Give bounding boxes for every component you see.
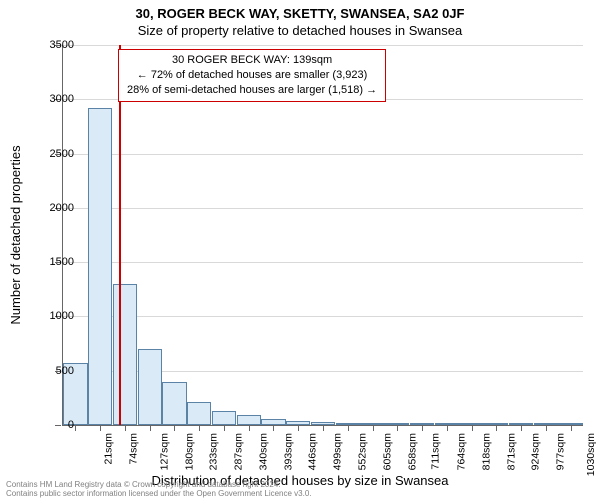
x-tick-label: 21sqm: [103, 433, 115, 465]
x-tick: [150, 425, 151, 431]
x-tick: [422, 425, 423, 431]
property-marker-line: [119, 45, 121, 425]
x-tick: [100, 425, 101, 431]
x-tick: [273, 425, 274, 431]
gridline: [63, 45, 583, 46]
attribution: Contains HM Land Registry data © Crown c…: [6, 480, 312, 498]
plot-inner: [63, 45, 583, 425]
y-tick-label: 3500: [34, 39, 74, 51]
x-tick-label: 74sqm: [128, 433, 140, 465]
x-tick-label: 818sqm: [480, 433, 492, 470]
x-tick-label: 446sqm: [307, 433, 319, 470]
x-tick: [397, 425, 398, 431]
histogram-bar: [88, 108, 112, 425]
annotation-line-1: 30 ROGER BECK WAY: 139sqm: [127, 53, 377, 68]
x-tick: [546, 425, 547, 431]
y-tick-label: 2500: [34, 148, 74, 160]
x-tick: [298, 425, 299, 431]
x-tick-label: 764sqm: [455, 433, 467, 470]
annotation-box: 30 ROGER BECK WAY: 139sqm ← 72% of detac…: [118, 49, 386, 102]
x-tick: [472, 425, 473, 431]
x-tick-label: 552sqm: [356, 433, 368, 470]
x-tick-label: 393sqm: [282, 433, 294, 470]
x-tick-label: 499sqm: [332, 433, 344, 470]
x-tick: [323, 425, 324, 431]
histogram-bar: [138, 349, 162, 425]
x-tick: [496, 425, 497, 431]
histogram-bar: [162, 382, 186, 425]
histogram-bar: [212, 411, 236, 425]
x-tick: [224, 425, 225, 431]
x-tick-label: 605sqm: [381, 433, 393, 470]
gridline: [63, 316, 583, 317]
x-tick: [125, 425, 126, 431]
x-tick-label: 233sqm: [208, 433, 220, 470]
chart-subtitle: Size of property relative to detached ho…: [0, 23, 600, 42]
x-tick: [447, 425, 448, 431]
x-tick-label: 924sqm: [530, 433, 542, 470]
x-tick-label: 1030sqm: [585, 433, 597, 476]
x-tick-label: 127sqm: [158, 433, 170, 470]
x-tick-label: 977sqm: [554, 433, 566, 470]
histogram-bar: [113, 284, 137, 425]
y-tick-label: 3000: [34, 93, 74, 105]
gridline: [63, 154, 583, 155]
x-tick: [571, 425, 572, 431]
x-tick-label: 340sqm: [257, 433, 269, 470]
plot-area: [62, 45, 583, 426]
x-tick: [174, 425, 175, 431]
attribution-line-2: Contains public sector information licen…: [6, 489, 312, 498]
y-tick-label: 2000: [34, 202, 74, 214]
x-tick-label: 180sqm: [183, 433, 195, 470]
gridline: [63, 262, 583, 263]
y-axis-label: Number of detached properties: [8, 145, 23, 324]
x-tick-label: 711sqm: [430, 433, 442, 470]
x-tick: [199, 425, 200, 431]
x-tick: [348, 425, 349, 431]
x-tick-label: 871sqm: [505, 433, 517, 470]
y-tick-label: 500: [34, 365, 74, 377]
chart-container: 30, ROGER BECK WAY, SKETTY, SWANSEA, SA2…: [0, 0, 600, 500]
x-tick-label: 658sqm: [406, 433, 418, 470]
attribution-line-1: Contains HM Land Registry data © Crown c…: [6, 480, 312, 489]
x-tick: [521, 425, 522, 431]
y-tick-label: 0: [34, 419, 74, 431]
x-tick: [249, 425, 250, 431]
y-tick-label: 1000: [34, 310, 74, 322]
x-tick-label: 287sqm: [233, 433, 245, 470]
annotation-line-3: 28% of semi-detached houses are larger (…: [127, 83, 377, 98]
histogram-bar: [187, 402, 211, 425]
annotation-line-2: ← 72% of detached houses are smaller (3,…: [127, 68, 377, 83]
y-tick-label: 1500: [34, 256, 74, 268]
chart-title: 30, ROGER BECK WAY, SKETTY, SWANSEA, SA2…: [0, 0, 600, 23]
x-tick: [373, 425, 374, 431]
gridline: [63, 208, 583, 209]
histogram-bar: [237, 415, 261, 425]
x-tick: [75, 425, 76, 431]
